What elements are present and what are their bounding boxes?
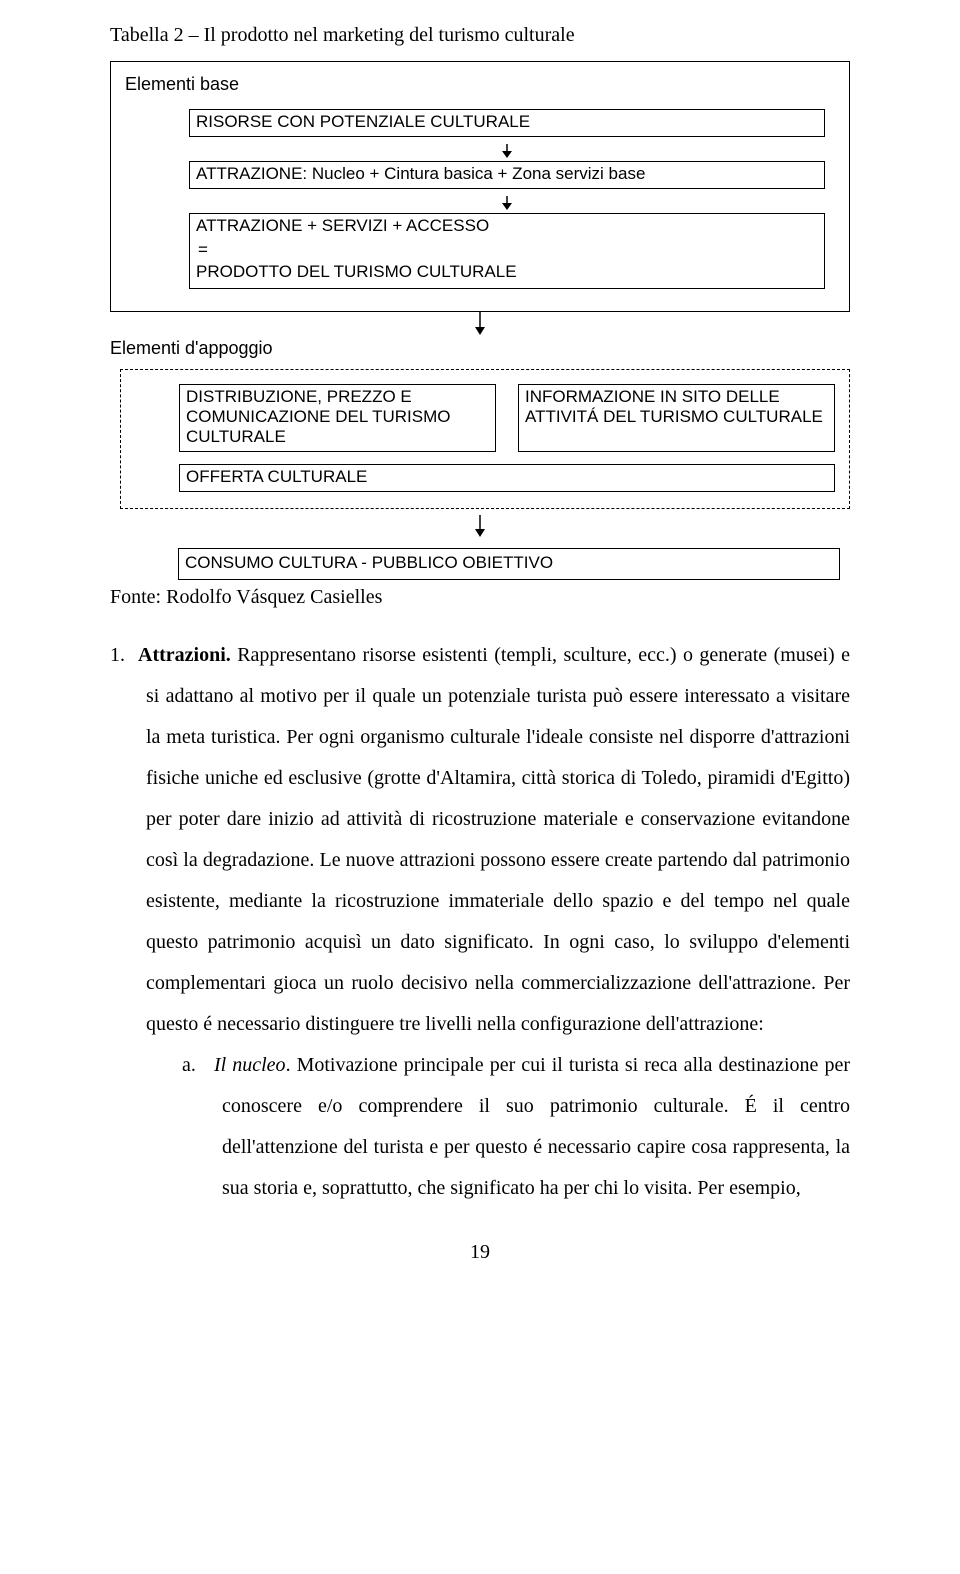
- arrow-down-icon: [110, 310, 850, 338]
- elementi-base-stack: RISORSE CON POTENZIALE CULTURALE ATTRAZI…: [125, 109, 835, 289]
- box-attrazione: ATTRAZIONE: Nucleo + Cintura basica + Zo…: [189, 161, 825, 189]
- elementi-base-label: Elementi base: [125, 74, 835, 95]
- box-informazione: INFORMAZIONE IN SITO DELLE ATTIVITÁ DEL …: [518, 384, 835, 452]
- sub-italic: Il nucleo: [214, 1054, 286, 1076]
- arrow-down-icon: [189, 143, 825, 161]
- sub-text: . Motivazione principale per cui il turi…: [222, 1054, 850, 1199]
- list-bold: Attrazioni.: [138, 644, 231, 666]
- list-marker: 1.: [110, 635, 138, 676]
- elementi-base-box: Elementi base RISORSE CON POTENZIALE CUL…: [110, 61, 850, 312]
- appoggio-two-col: DISTRIBUZIONE, PREZZO E COMUNICAZIONE DE…: [179, 384, 835, 452]
- body-text: 1.Attrazioni. Rappresentano risorse esis…: [110, 635, 850, 1209]
- box-prodotto: ATTRAZIONE + SERVIZI + ACCESSO = PRODOTT…: [189, 213, 825, 289]
- appoggio-dashed-box: DISTRIBUZIONE, PREZZO E COMUNICAZIONE DE…: [120, 369, 850, 509]
- prodotto-line1: ATTRAZIONE + SERVIZI + ACCESSO: [196, 216, 818, 236]
- page: Tabella 2 – Il prodotto nel marketing de…: [0, 0, 960, 1304]
- consumo-wrap: CONSUMO CULTURA - PUBBLICO OBIETTIVO: [110, 548, 850, 580]
- numbered-list: 1.Attrazioni. Rappresentano risorse esis…: [110, 635, 850, 1209]
- prodotto-line3: PRODOTTO DEL TURISMO CULTURALE: [196, 262, 818, 282]
- arrow-down-icon: [189, 195, 825, 213]
- sub-item-a: a.Il nucleo. Motivazione principale per …: [146, 1045, 850, 1209]
- prodotto-eq: =: [196, 236, 818, 262]
- list-text: Rappresentano risorse esistenti (templi,…: [146, 644, 850, 1035]
- fonte-line: Fonte: Rodolfo Vásquez Casielles: [110, 586, 850, 609]
- box-risorse: RISORSE CON POTENZIALE CULTURALE: [189, 109, 825, 137]
- sub-list: a.Il nucleo. Motivazione principale per …: [146, 1045, 850, 1209]
- page-number: 19: [110, 1241, 850, 1264]
- box-distribuzione: DISTRIBUZIONE, PREZZO E COMUNICAZIONE DE…: [179, 384, 496, 452]
- box-consumo: CONSUMO CULTURA - PUBBLICO OBIETTIVO: [178, 548, 840, 580]
- sub-marker: a.: [182, 1045, 214, 1086]
- appoggio-label: Elementi d'appoggio: [110, 338, 850, 359]
- arrow-down-icon: [110, 509, 850, 548]
- box-offerta: OFFERTA CULTURALE: [179, 464, 835, 492]
- list-item-1: 1.Attrazioni. Rappresentano risorse esis…: [110, 635, 850, 1209]
- table-caption: Tabella 2 – Il prodotto nel marketing de…: [110, 24, 850, 47]
